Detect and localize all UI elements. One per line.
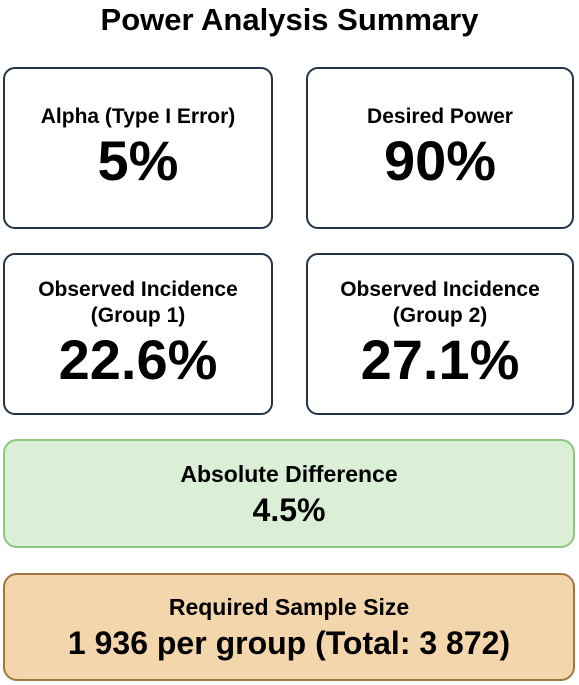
incidence-group2-label-line1: Observed Incidence xyxy=(340,278,540,301)
power-value: 90% xyxy=(383,129,497,192)
power-card: Desired Power 90% xyxy=(306,67,574,229)
incidence-group1-value: 22.6% xyxy=(58,328,218,391)
alpha-label: Alpha (Type I Error) xyxy=(40,105,236,128)
incidence-group1-card: Observed Incidence (Group 1) 22.6% xyxy=(3,253,273,415)
incidence-group1-label-line2: (Group 1) xyxy=(90,304,186,327)
incidence-group2-label-line2: (Group 2) xyxy=(392,304,488,327)
incidence-group2-card: Observed Incidence (Group 2) 27.1% xyxy=(306,253,574,415)
incidence-group1-label-line1: Observed Incidence xyxy=(38,278,238,301)
alpha-card: Alpha (Type I Error) 5% xyxy=(3,67,273,229)
absolute-difference-card: Absolute Difference 4.5% xyxy=(3,439,575,548)
power-label: Desired Power xyxy=(367,105,513,128)
page-title: Power Analysis Summary xyxy=(100,2,479,37)
absolute-difference-label: Absolute Difference xyxy=(180,460,398,487)
sample-size-card: Required Sample Size 1 936 per group (To… xyxy=(3,573,575,681)
sample-size-value: 1 936 per group (Total: 3 872) xyxy=(67,625,511,661)
alpha-value: 5% xyxy=(97,129,179,192)
absolute-difference-value: 4.5% xyxy=(252,491,326,528)
sample-size-label: Required Sample Size xyxy=(168,594,410,620)
incidence-group2-value: 27.1% xyxy=(360,328,520,391)
